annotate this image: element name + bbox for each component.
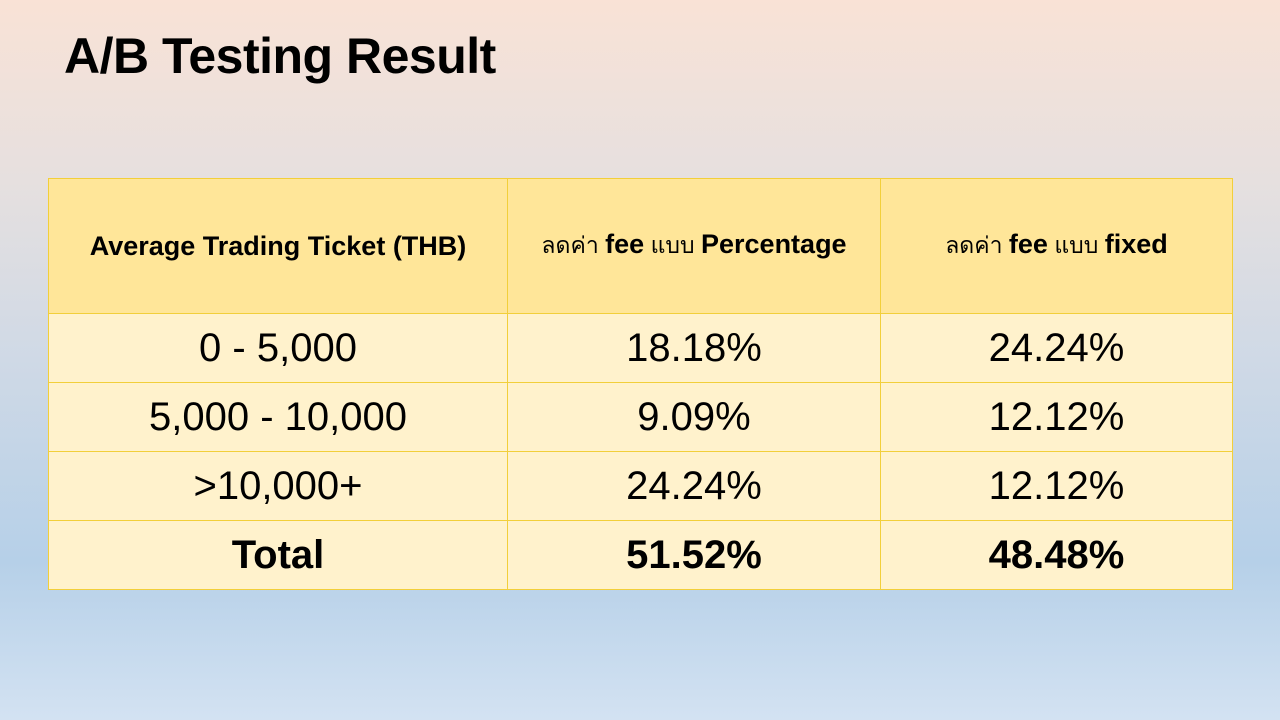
header-text: ลดค่า bbox=[541, 232, 605, 258]
fixed-value-cell: 12.12% bbox=[881, 452, 1233, 521]
fixed-value-cell: 24.24% bbox=[881, 314, 1233, 383]
total-percentage-value: 51.52% bbox=[508, 521, 881, 590]
ticket-range-cell: 0 - 5,000 bbox=[49, 314, 508, 383]
header-text-bold: fee bbox=[605, 229, 644, 259]
ab-results-table: Average Trading Ticket (THB) ลดค่า fee แ… bbox=[48, 178, 1233, 590]
header-average-trading-ticket: Average Trading Ticket (THB) bbox=[49, 179, 508, 314]
header-text-bold: Percentage bbox=[701, 229, 847, 259]
header-text-bold: fee bbox=[1009, 229, 1048, 259]
header-text: ลดค่า bbox=[945, 232, 1009, 258]
header-percentage-fee: ลดค่า fee แบบ Percentage bbox=[508, 179, 881, 314]
total-fixed-value: 48.48% bbox=[881, 521, 1233, 590]
ticket-range-cell: 5,000 - 10,000 bbox=[49, 383, 508, 452]
header-text: แบบ bbox=[1048, 232, 1105, 258]
header-text-bold: Average Trading Ticket (THB) bbox=[90, 231, 467, 261]
table-header-row: Average Trading Ticket (THB) ลดค่า fee แ… bbox=[49, 179, 1233, 314]
header-text-bold: fixed bbox=[1105, 229, 1168, 259]
ticket-range-cell: >10,000+ bbox=[49, 452, 508, 521]
percentage-value-cell: 18.18% bbox=[508, 314, 881, 383]
header-fixed-fee: ลดค่า fee แบบ fixed bbox=[881, 179, 1233, 314]
slide-title: A/B Testing Result bbox=[64, 24, 496, 88]
percentage-value-cell: 24.24% bbox=[508, 452, 881, 521]
table-row: 0 - 5,000 18.18% 24.24% bbox=[49, 314, 1233, 383]
total-label: Total bbox=[49, 521, 508, 590]
header-text: แบบ bbox=[644, 232, 701, 258]
fixed-value-cell: 12.12% bbox=[881, 383, 1233, 452]
table-row: >10,000+ 24.24% 12.12% bbox=[49, 452, 1233, 521]
percentage-value-cell: 9.09% bbox=[508, 383, 881, 452]
total-row: Total 51.52% 48.48% bbox=[49, 521, 1233, 590]
table-row: 5,000 - 10,000 9.09% 12.12% bbox=[49, 383, 1233, 452]
